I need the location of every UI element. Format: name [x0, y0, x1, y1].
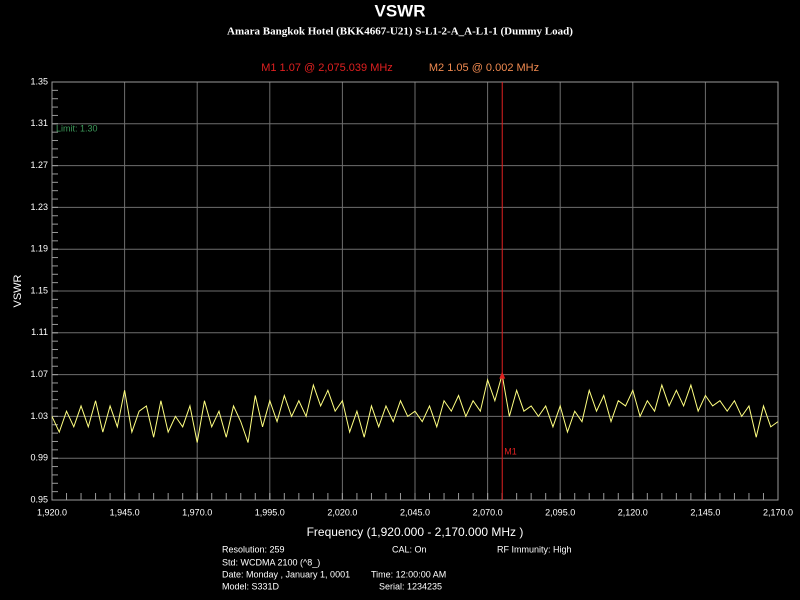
marker-label: M1 [504, 447, 517, 457]
x-tick-label: 2,145.0 [690, 507, 720, 517]
info-block: Resolution: 259 CAL: On RF Immunity: Hig… [222, 544, 572, 591]
x-axis-label: Frequency (1,920.000 - 2,170.000 MHz ) [307, 525, 524, 539]
info-text: Std: WCDMA 2100 (^8_) [222, 557, 320, 567]
y-tick-label: 1.31 [30, 118, 48, 128]
x-tick-label: 1,920.0 [37, 507, 67, 517]
y-tick-label: 0.99 [30, 453, 48, 463]
info-text: Resolution: 259 [222, 544, 285, 554]
info-text: RF Immunity: High [497, 544, 572, 554]
y-tick-label: 1.27 [30, 160, 48, 170]
x-tick-label: 2,120.0 [618, 507, 648, 517]
x-tick-label: 1,945.0 [110, 507, 140, 517]
y-axis-label: VSWR [12, 274, 24, 307]
y-tick-label: 1.35 [30, 76, 48, 86]
marker-readout: M2 1.05 @ 0.002 MHz [429, 62, 539, 74]
x-tick-label: 2,095.0 [545, 507, 575, 517]
x-tick-label: 2,045.0 [400, 507, 430, 517]
x-tick-label: 2,020.0 [327, 507, 357, 517]
y-tick-label: 0.95 [30, 494, 48, 504]
x-tick-label: 2,070.0 [473, 507, 503, 517]
marker-point [499, 371, 506, 379]
y-tick-label: 1.03 [30, 411, 48, 421]
plot-frame [51, 81, 779, 501]
y-tick-label: 1.23 [30, 202, 48, 212]
x-tick-label: 1,970.0 [182, 507, 212, 517]
chart-title: VSWR [375, 1, 426, 20]
x-tick-label: 1,995.0 [255, 507, 285, 517]
limit-label: Limit: 1.30 [56, 124, 98, 134]
chart-subtitle: Amara Bangkok Hotel (BKK4667-U21) S-L1-2… [227, 26, 573, 38]
y-tick-label: 1.07 [30, 369, 48, 379]
info-text: Time: 12:00:00 AM [371, 569, 446, 579]
x-tick-label: 2,170.0 [763, 507, 793, 517]
info-text: Date: Monday , January 1, 0001 [222, 569, 350, 579]
y-tick-label: 1.15 [30, 285, 48, 295]
marker-readout: M1 1.07 @ 2,075.039 MHz [261, 62, 393, 74]
y-tick-label: 1.11 [31, 327, 48, 337]
info-text: CAL: On [392, 544, 427, 554]
y-tick-label: 1.19 [30, 244, 48, 254]
series-line [51, 374, 779, 443]
info-text: Serial: 1234235 [379, 581, 442, 591]
info-text: Model: S331D [222, 581, 280, 591]
